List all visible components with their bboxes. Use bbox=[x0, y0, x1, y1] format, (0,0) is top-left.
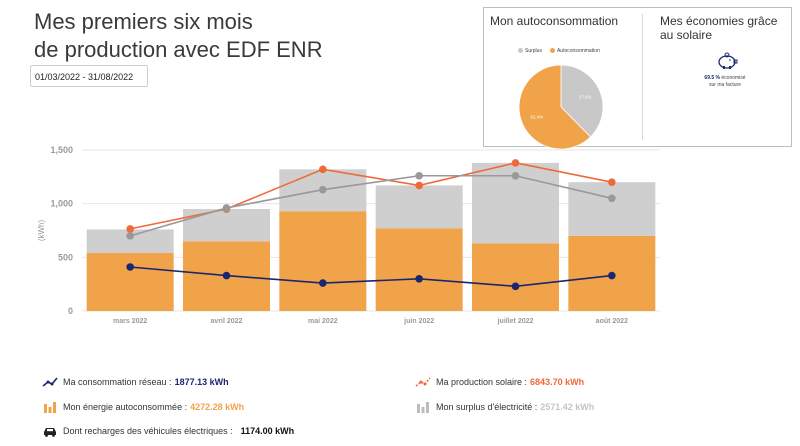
savings-line-1: économisé bbox=[721, 75, 746, 81]
savings-percent: 69.5 % bbox=[704, 75, 720, 81]
legend-production-value: 6843.70 kWh bbox=[530, 377, 585, 387]
savings-text: 69.5 % économisé sur ma facture bbox=[690, 75, 760, 89]
legend-vehicules-value: 1174.00 kWh bbox=[240, 426, 295, 436]
legend-autoconso-label: Mon énergie autoconsommée : bbox=[63, 402, 188, 412]
x-tick-label: juin 2022 bbox=[403, 318, 434, 325]
line-orange-icon bbox=[415, 377, 431, 387]
bar-autoconso[interactable] bbox=[279, 211, 367, 311]
line-production-point[interactable] bbox=[126, 225, 134, 233]
line-production-point[interactable] bbox=[511, 159, 520, 167]
line-conso-reseau-point[interactable] bbox=[126, 263, 134, 271]
bar-autoconso[interactable] bbox=[375, 228, 463, 311]
legend-conso-reseau[interactable]: Ma consommation réseau : 1877.13 kWh bbox=[42, 376, 229, 388]
bar-orange-icon bbox=[44, 402, 56, 413]
line-conso-reseau-point[interactable] bbox=[511, 282, 520, 291]
savings-line-2: sur ma facture bbox=[709, 82, 741, 88]
legend-vehicules[interactable]: Dont recharges des véhicules électriques… bbox=[42, 425, 294, 437]
y-tick-label: 500 bbox=[58, 252, 73, 262]
x-tick-label: août 2022 bbox=[596, 318, 628, 325]
line-conso-reseau-point[interactable] bbox=[415, 275, 423, 283]
line-conso-totale-point[interactable] bbox=[608, 194, 616, 203]
autoconso-title: Mon autoconsommation bbox=[490, 14, 619, 28]
bar-surplus[interactable] bbox=[375, 185, 463, 229]
line-conso-reseau[interactable] bbox=[130, 266, 612, 288]
pie-label-autoconsommation: 62.4% bbox=[531, 114, 544, 119]
line-conso-totale-point[interactable] bbox=[319, 185, 327, 194]
line-conso-totale[interactable] bbox=[129, 174, 613, 237]
date-range-picker[interactable]: 01/03/2022 - 31/08/2022 bbox=[30, 65, 148, 87]
pie-label-surplus: 37.6% bbox=[579, 95, 592, 100]
x-tick-label: mai 2022 bbox=[308, 318, 338, 325]
title-line-2: de production avec EDF ENR bbox=[34, 37, 323, 62]
x-tick-label: juillet 2022 bbox=[497, 318, 534, 325]
y-tick-label: 1,500 bbox=[50, 145, 73, 155]
legend-conso-reseau-label: Ma consommation réseau : bbox=[63, 377, 172, 387]
legend-production-label: Ma production solaire : bbox=[436, 377, 528, 387]
legend-surplus[interactable]: Mon surplus d'électricité : 2571.42 kWh bbox=[415, 401, 594, 413]
pie-slice-surplus[interactable] bbox=[560, 64, 604, 138]
bar-autoconso[interactable] bbox=[472, 243, 559, 311]
pie-legend-autoconso[interactable]: Autoconsommation bbox=[549, 48, 600, 54]
pie-legend-autoconso-label: Autoconsommation bbox=[556, 48, 600, 54]
pie-legend: Surplus Autoconsommation bbox=[518, 48, 600, 54]
bar-grey-icon bbox=[417, 402, 429, 413]
line-production-point[interactable] bbox=[415, 181, 423, 190]
line-conso-totale-point[interactable] bbox=[511, 171, 520, 180]
legend-surplus-value: 2571.42 kWh bbox=[540, 402, 595, 412]
legend-surplus-label: Mon surplus d'électricité : bbox=[436, 402, 538, 412]
line-conso-totale-point[interactable] bbox=[415, 171, 423, 180]
legend-autoconso-value: 4272.28 kWh bbox=[190, 402, 245, 412]
legend-vehicules-label: Dont recharges des véhicules électriques… bbox=[63, 426, 233, 436]
bar-surplus[interactable] bbox=[183, 209, 270, 242]
pie-chart: 37.6% 62.4% bbox=[518, 64, 604, 150]
page-title: Mes premiers six mois de production avec… bbox=[34, 8, 323, 64]
line-conso-totale-point[interactable] bbox=[126, 232, 134, 240]
bar-surplus[interactable] bbox=[568, 182, 656, 236]
line-conso-reseau-point[interactable] bbox=[222, 271, 231, 280]
line-production-point[interactable] bbox=[319, 165, 327, 174]
pie-legend-surplus[interactable]: Surplus bbox=[518, 48, 542, 54]
pie-legend-surplus-label: Surplus bbox=[525, 48, 542, 54]
y-axis-label: (kWh) bbox=[37, 220, 46, 242]
piggy-bank-icon bbox=[718, 52, 738, 69]
legend-conso-reseau-value: 1877.13 kWh bbox=[174, 377, 229, 387]
y-tick-label: 1,000 bbox=[50, 199, 73, 209]
monthly-chart: 0 500 1,000 1,500 (kWh) mars 2022 avril 2022 ma… bbox=[37, 145, 660, 325]
line-production-point[interactable] bbox=[608, 178, 616, 186]
line-conso-reseau-point[interactable] bbox=[608, 271, 616, 280]
panel-divider bbox=[642, 14, 643, 140]
x-tick-label: avril 2022 bbox=[211, 318, 243, 325]
pie-slice-autoconsommation[interactable] bbox=[518, 64, 592, 150]
bar-autoconso[interactable] bbox=[86, 253, 174, 311]
summary-panel: Mon autoconsommation Surplus Autoconsomm… bbox=[483, 7, 792, 150]
title-line-1: Mes premiers six mois bbox=[34, 9, 253, 34]
legend-production[interactable]: Ma production solaire : 6843.70 kWh bbox=[415, 376, 584, 388]
line-conso-reseau-point[interactable] bbox=[319, 279, 327, 287]
x-tick-label: mars 2022 bbox=[113, 318, 147, 325]
legend-autoconso[interactable]: Mon énergie autoconsommée : 4272.28 kWh bbox=[42, 401, 244, 413]
y-tick-label: 0 bbox=[68, 306, 73, 316]
bar-surplus[interactable] bbox=[86, 229, 174, 254]
line-conso-totale-point[interactable] bbox=[222, 204, 231, 212]
car-icon bbox=[44, 428, 56, 437]
economies-title: Mes économies grâce au solaire bbox=[660, 14, 778, 42]
line-navy-icon bbox=[42, 377, 58, 387]
